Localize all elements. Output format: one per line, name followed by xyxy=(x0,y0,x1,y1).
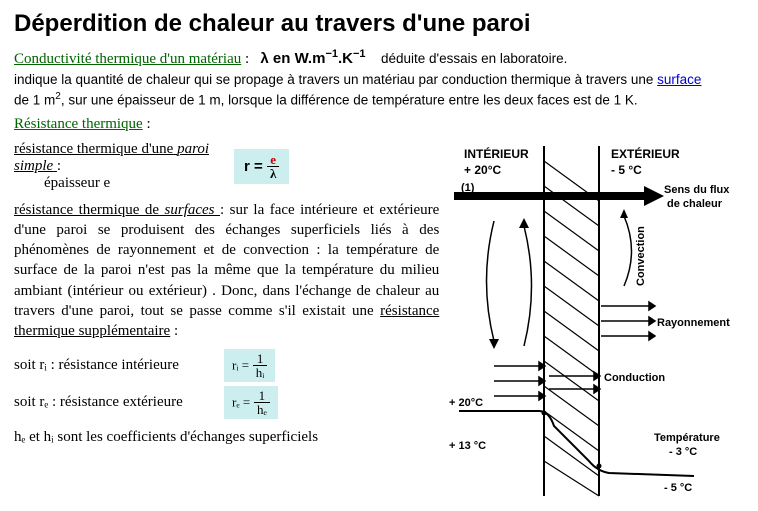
coeff-line: hₑ et hᵢ sont les coefficients d'échange… xyxy=(14,429,439,446)
dg-exterior-label: EXTÉRIEUR xyxy=(611,146,680,161)
dg-t-mid: + 13 °C xyxy=(449,440,486,452)
dg-flux-1: Sens du flux xyxy=(664,184,730,196)
lambda-unit: λ en W.m−1.K−1 xyxy=(260,50,369,67)
dg-convection: Convection xyxy=(635,225,647,285)
conductivity-line: Conductivité thermique d'un matériau : λ… xyxy=(14,48,744,68)
diagram-container: INTÉRIEUR + 20°C (1) EXTÉRIEUR - 5 °C Se… xyxy=(439,141,744,501)
conductivity-desc: indique la quantité de chaleur qui se pr… xyxy=(14,72,744,87)
conductivity-tail: déduite d'essais en laboratoire. xyxy=(370,51,568,66)
conductivity-label: Conductivité thermique d'un matériau xyxy=(14,51,241,67)
formula-r: r = e λ xyxy=(234,149,289,184)
re-row: soit rₑ : résistance extérieure rₑ = 1 h… xyxy=(14,386,439,419)
dg-t-curve-lbl: Température xyxy=(654,432,720,444)
heat-loss-diagram: INTÉRIEUR + 20°C (1) EXTÉRIEUR - 5 °C Se… xyxy=(439,141,739,501)
paroi-simple-row: résistance thermique d'une paroi simple … xyxy=(14,141,439,192)
ri-row: soit rᵢ : résistance intérieure rᵢ = 1 h… xyxy=(14,349,439,382)
dg-t-curve-val: - 3 °C xyxy=(669,446,697,458)
dg-conduction: Conduction xyxy=(604,372,665,384)
dg-exterior-temp: - 5 °C xyxy=(611,163,642,177)
surfaces-paragraph: résistance thermique de surfaces : sur l… xyxy=(14,200,439,342)
resistance-heading: Résistance thermique : xyxy=(14,116,744,133)
dg-interior-label: INTÉRIEUR xyxy=(464,146,529,161)
dg-interior-temp: + 20°C xyxy=(464,163,501,177)
dg-t-ext-bot: - 5 °C xyxy=(664,482,692,494)
formula-re: rₑ = 1 hₑ xyxy=(224,386,278,419)
surface-link[interactable]: surface xyxy=(657,72,701,87)
formula-ri: rᵢ = 1 hᵢ xyxy=(224,349,275,382)
dg-flux-2: de chaleur xyxy=(667,198,723,210)
epaisseur-label: épaisseur e xyxy=(44,175,214,192)
dg-t-int: + 20°C xyxy=(449,397,483,409)
dg-rayonnement: Rayonnement xyxy=(657,317,730,329)
conductivity-desc-2: de 1 m2, sur une épaisseur de 1 m, lorsq… xyxy=(14,91,744,108)
page-title: Déperdition de chaleur au travers d'une … xyxy=(14,10,744,38)
dg-marker: (1) xyxy=(461,182,475,194)
